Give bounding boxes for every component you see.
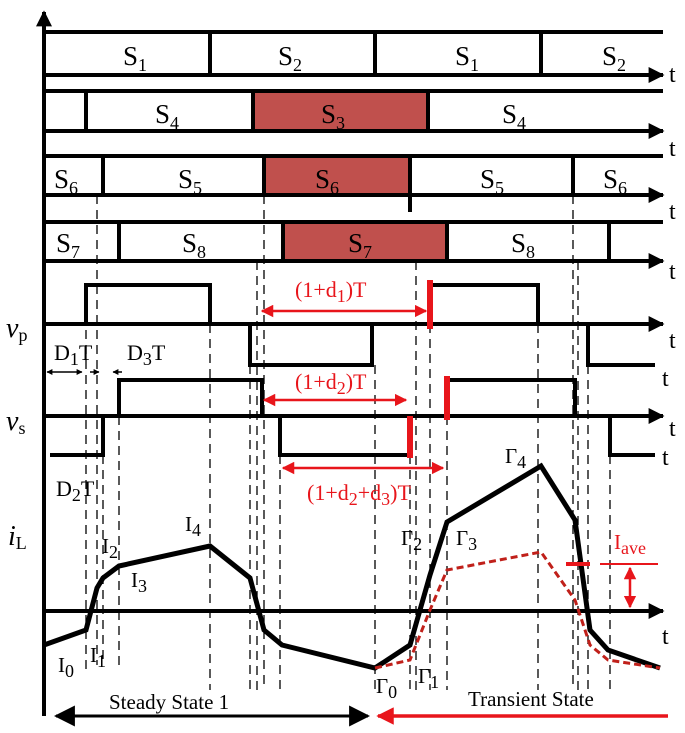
D1T-label: D1T bbox=[54, 340, 93, 369]
I4-label: I4 bbox=[185, 512, 201, 540]
t-label-row2: t bbox=[669, 136, 676, 162]
il-label: iL bbox=[8, 521, 27, 553]
timing-guides bbox=[85, 195, 611, 690]
gate-row-1 bbox=[44, 30, 665, 83]
vs-label: vs bbox=[6, 406, 25, 438]
I0-label: I0 bbox=[58, 653, 74, 681]
gate-row-2 bbox=[44, 89, 665, 139]
label-S4-b: S4 bbox=[502, 99, 526, 133]
label-S5-b: S5 bbox=[480, 164, 504, 198]
current-labels: I0 I1 I2 I3 I4 Γ0 Γ1 Γ2 Γ3 Γ4 Iave bbox=[58, 444, 646, 702]
t-label-vs-b: t bbox=[662, 445, 669, 471]
d23-text: (1+d2+d3)T bbox=[307, 480, 411, 509]
d1-text: (1+d1)T bbox=[295, 277, 367, 306]
gate-labels: S1 S2 S1 S2 S4 S3 S4 S6 S5 S6 S5 S6 S7 S… bbox=[54, 41, 627, 262]
gate-row-4 bbox=[44, 220, 665, 269]
d2-text: (1+d2)T bbox=[295, 369, 367, 398]
label-S5-a: S5 bbox=[178, 164, 202, 198]
t-labels: t t t t t t t t t bbox=[662, 62, 676, 650]
Iave-label: Iave bbox=[614, 530, 646, 558]
t-label-row4: t bbox=[669, 259, 676, 285]
G4-label: Γ4 bbox=[505, 444, 526, 472]
label-S2-b: S2 bbox=[602, 41, 626, 75]
vs-waveform bbox=[50, 378, 655, 457]
G3-label: Γ3 bbox=[456, 526, 477, 554]
transient-state-label: Transient State bbox=[468, 687, 594, 711]
label-S1-a: S1 bbox=[123, 41, 147, 75]
label-S4-a: S4 bbox=[155, 99, 179, 133]
label-S6-c: S6 bbox=[603, 164, 627, 198]
G2-label: Γ2 bbox=[401, 526, 422, 554]
t-label-row3: t bbox=[669, 199, 676, 225]
t-label-vp-b: t bbox=[662, 366, 669, 392]
label-S7-b: S7 bbox=[348, 228, 372, 262]
D2T-label: D2T bbox=[56, 476, 95, 505]
I3-label: I3 bbox=[131, 568, 147, 596]
vp-label: vp bbox=[6, 313, 27, 345]
label-S2-a: S2 bbox=[278, 41, 302, 75]
label-S8-a: S8 bbox=[182, 228, 206, 262]
steady-state-label: Steady State 1 bbox=[109, 690, 229, 714]
s3-highlight bbox=[253, 91, 428, 131]
G1-label: Γ1 bbox=[418, 664, 439, 692]
s6-highlight bbox=[264, 156, 410, 195]
gate-row-3 bbox=[44, 154, 665, 212]
s7-highlight bbox=[283, 222, 447, 261]
t-label-vp-a: t bbox=[669, 328, 676, 354]
vp-waveform bbox=[44, 283, 655, 367]
label-S1-b: S1 bbox=[455, 41, 479, 75]
I2-label: I2 bbox=[102, 534, 118, 562]
label-S7-a: S7 bbox=[56, 228, 80, 262]
t-label-row1: t bbox=[669, 62, 676, 88]
label-S6-b: S6 bbox=[315, 164, 339, 198]
il-waveform bbox=[43, 462, 661, 671]
t-label-vs-a: t bbox=[669, 416, 676, 442]
D3T-label: D3T bbox=[127, 340, 166, 369]
label-S3: S3 bbox=[321, 99, 345, 133]
t-label-il: t bbox=[662, 624, 669, 650]
I1-label: I1 bbox=[90, 643, 106, 671]
G0-label: Γ0 bbox=[376, 674, 397, 702]
label-S6-a: S6 bbox=[54, 164, 78, 198]
label-S8-b: S8 bbox=[511, 228, 535, 262]
